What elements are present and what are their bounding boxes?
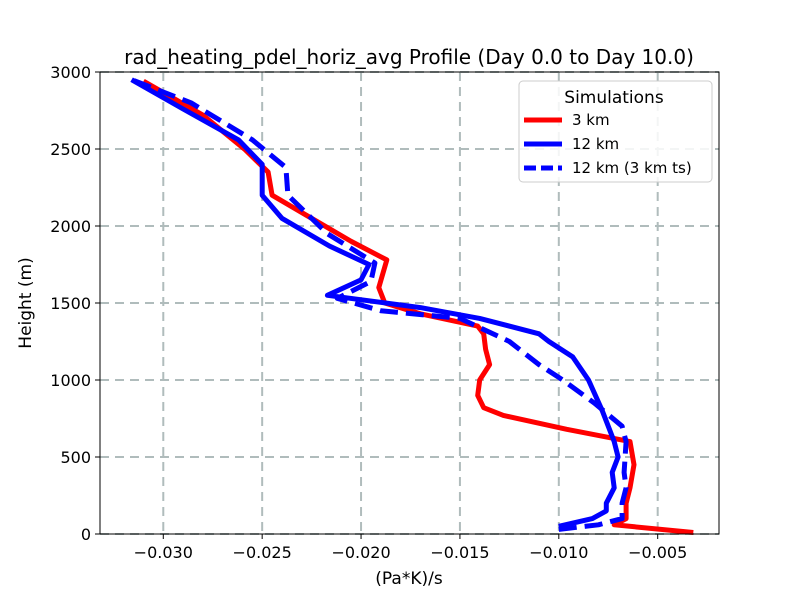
legend: Simulations 3 km 12 km 12 km (3 km ts) (518, 80, 713, 183)
y-tick-label: 2500 (50, 140, 91, 159)
legend-title: Simulations (564, 88, 664, 108)
series-layer (130, 77, 694, 535)
legend-label-2: 12 km (572, 135, 619, 153)
x-axis-ticks: −0.030 −0.025 −0.020 −0.015 −0.010 −0.005 (134, 534, 687, 562)
x-tick-label: −0.020 (331, 543, 390, 562)
y-tick-label: 500 (60, 448, 91, 467)
series-line-1 (142, 79, 694, 535)
series-line-2 (130, 77, 621, 529)
series-line-3 (130, 77, 629, 532)
x-tick-label: −0.015 (430, 543, 489, 562)
x-tick-label: −0.005 (628, 543, 687, 562)
y-tick-label: 1500 (50, 294, 91, 313)
x-tick-label: −0.010 (529, 543, 588, 562)
y-tick-label: 0 (81, 525, 91, 544)
legend-frame (518, 80, 713, 183)
y-tick-label: 2000 (50, 217, 91, 236)
legend-label-3: 12 km (3 km ts) (572, 159, 692, 177)
legend-items: 3 km 12 km 12 km (3 km ts) (524, 111, 692, 177)
x-tick-label: −0.030 (134, 543, 193, 562)
legend-label-1: 3 km (572, 111, 610, 129)
y-axis-ticks: 0 500 1000 1500 2000 2500 3000 (50, 63, 100, 544)
x-axis-label: (Pa*K)/s (375, 569, 443, 589)
y-tick-label: 1000 (50, 371, 91, 390)
x-tick-label: −0.025 (233, 543, 292, 562)
y-tick-label: 3000 (50, 63, 91, 82)
y-axis-label: Height (m) (16, 257, 36, 348)
chart-title: rad_heating_pdel_horiz_avg Profile (Day … (124, 45, 694, 69)
